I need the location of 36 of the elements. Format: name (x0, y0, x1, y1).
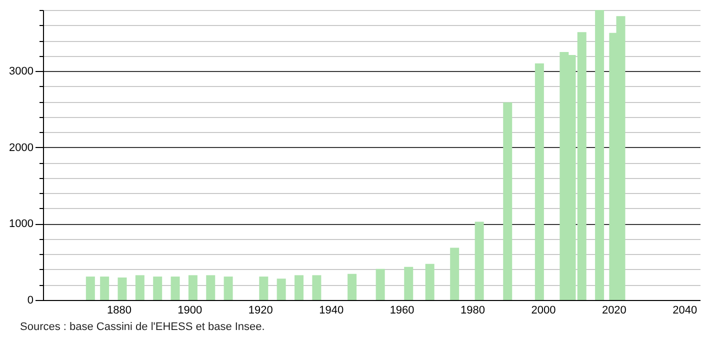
bar (170, 276, 180, 300)
x-tick-label: 1980 (460, 304, 486, 316)
x-tick-label: 1900 (178, 304, 202, 316)
bar (450, 248, 460, 300)
bar (404, 266, 414, 300)
bar (312, 275, 322, 300)
bar (118, 277, 127, 300)
x-tick-label: 1920 (248, 304, 273, 316)
x-tick-label: 2040 (672, 304, 698, 316)
bar (86, 276, 95, 300)
bar (188, 275, 198, 300)
x-tick-label: 1940 (319, 304, 344, 316)
bar (474, 222, 484, 300)
bar (206, 275, 216, 300)
y-tick-label: 0 (27, 294, 34, 306)
x-tick-label: 2020 (602, 304, 626, 316)
bar (224, 276, 233, 300)
x-tick-label: 1960 (390, 304, 414, 316)
bar (259, 276, 268, 300)
bar (595, 10, 604, 300)
bar (135, 275, 144, 300)
x-tick-label: 1880 (106, 304, 132, 316)
y-tick-label: 3000 (9, 66, 34, 78)
bar (348, 274, 357, 300)
bar (153, 276, 162, 300)
y-tick-label: 1000 (9, 218, 34, 230)
bar (100, 276, 110, 300)
bar (276, 278, 286, 300)
x-tick-label: 2000 (531, 304, 556, 316)
bar (425, 264, 434, 300)
bar (503, 102, 512, 300)
source-note: Sources : base Cassini de l'EHESS et base Insee. (20, 321, 265, 333)
bar (534, 63, 544, 300)
y-tick-label: 2000 (9, 142, 34, 154)
bar (376, 268, 385, 300)
bar (294, 275, 304, 300)
